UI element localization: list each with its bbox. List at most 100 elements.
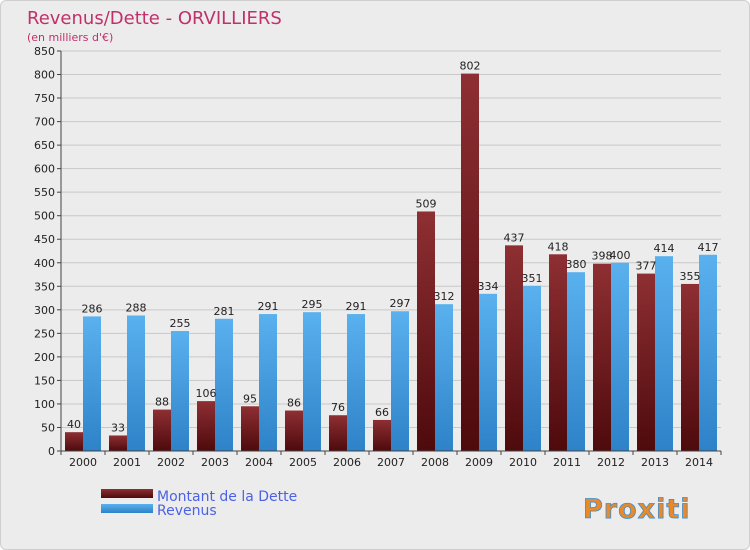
x-tick-label: 2006 — [333, 456, 361, 469]
bar-revenus — [83, 316, 101, 451]
data-label: 312 — [434, 290, 455, 303]
data-label: 286 — [82, 302, 103, 315]
bar-revenus — [215, 318, 233, 451]
y-tick-label: 800 — [34, 69, 55, 82]
y-tick-label: 850 — [34, 45, 55, 58]
data-label: 297 — [390, 297, 411, 310]
bar-dette — [681, 283, 699, 451]
bar-dette — [549, 254, 567, 451]
data-label: 255 — [170, 317, 191, 330]
data-label: 281 — [214, 305, 235, 318]
legend-swatch-revenus — [101, 504, 153, 513]
data-label: 417 — [698, 241, 719, 254]
bar-dette — [417, 211, 435, 451]
x-tick-label: 2001 — [113, 456, 141, 469]
y-tick-label: 250 — [34, 327, 55, 340]
bar-revenus — [259, 314, 277, 451]
legend-label-revenus: Revenus — [157, 503, 217, 519]
y-tick-label: 750 — [34, 92, 55, 105]
bar-revenus — [171, 331, 189, 451]
bar-dette — [197, 401, 215, 451]
bar-dette — [637, 273, 655, 451]
x-tick-label: 2013 — [641, 456, 669, 469]
y-tick-label: 650 — [34, 139, 55, 152]
bar-revenus — [611, 262, 629, 451]
data-label: 88 — [155, 396, 169, 409]
x-tick-label: 2012 — [597, 456, 625, 469]
bar-dette — [241, 406, 259, 451]
bar-revenus — [655, 256, 673, 451]
y-tick-label: 450 — [34, 233, 55, 246]
chart-title: Revenus/Dette - ORVILLIERS — [27, 8, 282, 29]
bar-dette — [373, 419, 391, 451]
data-label: 414 — [654, 242, 675, 255]
bar-revenus — [303, 312, 321, 451]
data-label: 380 — [566, 258, 587, 271]
x-tick-label: 2000 — [69, 456, 97, 469]
bar-revenus — [391, 311, 409, 451]
y-tick-label: 50 — [41, 421, 55, 434]
data-label: 95 — [243, 392, 257, 405]
bar-revenus — [523, 285, 541, 451]
data-label: 106 — [196, 387, 217, 400]
x-tick-label: 2004 — [245, 456, 273, 469]
y-tick-label: 200 — [34, 351, 55, 364]
bar-dette — [593, 263, 611, 451]
bar-revenus — [347, 314, 365, 451]
x-tick-label: 2005 — [289, 456, 317, 469]
data-label: 418 — [548, 240, 569, 253]
y-tick-label: 300 — [34, 304, 55, 317]
y-tick-label: 600 — [34, 163, 55, 176]
data-label: 66 — [375, 406, 389, 419]
data-label: 291 — [258, 300, 279, 313]
data-label: 509 — [416, 197, 437, 210]
chart-subtitle: (en milliers d'€) — [27, 31, 113, 44]
bar-dette — [505, 245, 523, 451]
brand-logo: Proxiti — [583, 494, 691, 526]
y-tick-label: 500 — [34, 210, 55, 223]
y-tick-label: 150 — [34, 374, 55, 387]
brand-logo-text: Proxiti — [583, 494, 691, 525]
data-label: 33 — [111, 421, 125, 434]
legend-swatch-debt — [101, 489, 153, 498]
data-labels: 40 286 33 288 88 255 106 281 95 291 86 295 76 291 66 29… — [67, 60, 719, 435]
bar-dette — [329, 415, 347, 451]
data-label: 288 — [126, 301, 147, 314]
data-label: 355 — [680, 270, 701, 283]
y-tick-label: 700 — [34, 116, 55, 129]
y-axis-ticks: 0 50 100 150 200 250 300 350 400 450 500 550 600 650 7… — [34, 45, 61, 458]
data-label: 398 — [592, 250, 613, 263]
data-label: 334 — [478, 280, 499, 293]
bar-dette — [153, 409, 171, 451]
x-tick-label: 2003 — [201, 456, 229, 469]
bar-dette — [109, 435, 127, 451]
y-tick-label: 100 — [34, 398, 55, 411]
x-tick-label: 2007 — [377, 456, 405, 469]
y-tick-label: 550 — [34, 186, 55, 199]
bar-revenus — [567, 272, 585, 451]
data-label: 76 — [331, 401, 345, 414]
legend: Montant de la Dette Revenus — [101, 489, 297, 519]
bar-revenus — [479, 293, 497, 451]
x-tick-label: 2011 — [553, 456, 581, 469]
y-tick-label: 0 — [48, 445, 55, 458]
data-label: 40 — [67, 418, 81, 431]
bar-revenus — [127, 315, 145, 451]
data-label: 802 — [460, 60, 481, 73]
bar-dette — [285, 410, 303, 451]
bar-dette — [461, 73, 479, 452]
bar-revenus — [435, 304, 453, 451]
data-label: 400 — [610, 249, 631, 262]
x-tick-label: 2009 — [465, 456, 493, 469]
grid-layer — [61, 50, 721, 428]
x-tick-label: 2008 — [421, 456, 449, 469]
x-tick-label: 2002 — [157, 456, 185, 469]
bar-layer — [65, 73, 717, 452]
bar-dette — [65, 432, 83, 451]
bar-revenus — [699, 254, 717, 451]
data-label: 291 — [346, 300, 367, 313]
y-tick-label: 400 — [34, 257, 55, 270]
x-axis-ticks: 2000 2001 2002 2003 2004 2005 2006 2007 2008 2009… — [60, 451, 722, 469]
